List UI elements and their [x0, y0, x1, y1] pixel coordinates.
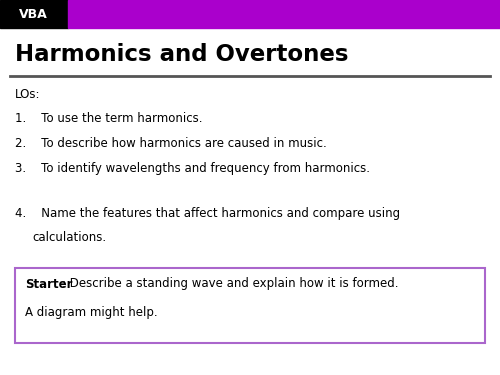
Text: LOs:: LOs:: [15, 88, 40, 101]
Text: VBA: VBA: [20, 8, 48, 21]
FancyBboxPatch shape: [15, 268, 485, 343]
Text: A diagram might help.: A diagram might help.: [25, 306, 158, 319]
Text: : Describe a standing wave and explain how it is formed.: : Describe a standing wave and explain h…: [62, 278, 398, 291]
Text: Harmonics and Overtones: Harmonics and Overtones: [15, 43, 348, 66]
Text: 2.    To describe how harmonics are caused in music.: 2. To describe how harmonics are caused …: [15, 137, 327, 150]
Bar: [68, 0, 500, 28]
Text: calculations.: calculations.: [32, 231, 106, 244]
Text: Starter: Starter: [25, 278, 72, 291]
Text: 3.    To identify wavelengths and frequency from harmonics.: 3. To identify wavelengths and frequency…: [15, 162, 370, 175]
Text: 1.    To use the term harmonics.: 1. To use the term harmonics.: [15, 112, 202, 126]
Bar: [0, 0, 68, 28]
Text: 4.    Name the features that affect harmonics and compare using: 4. Name the features that affect harmoni…: [15, 207, 400, 219]
